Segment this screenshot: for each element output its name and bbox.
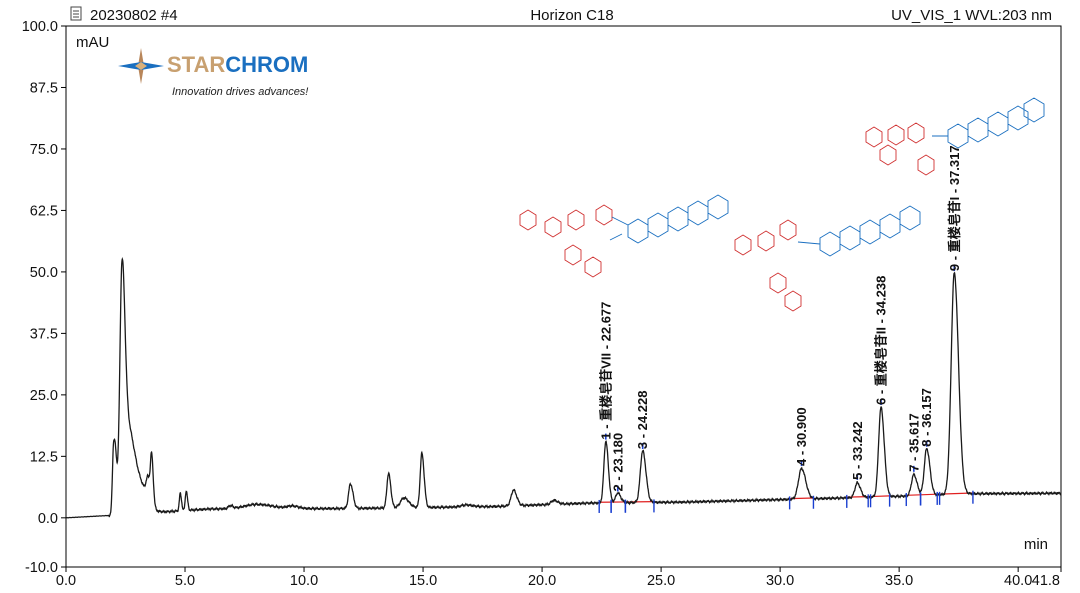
chromatogram-trace: [65, 256, 1062, 519]
logo-slogan: Innovation drives advances!: [172, 86, 308, 98]
x-tick-label: 15.0: [409, 573, 437, 589]
peak-label: 2 - 23.180: [610, 433, 625, 492]
y-tick-label: 37.5: [30, 326, 58, 342]
y-tick-label: 100.0: [22, 19, 58, 35]
y-tick-label: 62.5: [30, 203, 58, 219]
x-tick-label: 30.0: [766, 573, 794, 589]
logo-wordmark-chrom: CHROM: [225, 52, 308, 77]
y-tick-label: 75.0: [30, 142, 58, 158]
peak-label: 4 - 30.900: [794, 407, 809, 466]
header: 20230802 #4 Horizon C18 UV_VIS_1 WVL:203…: [70, 6, 1052, 24]
y-axis-unit: mAU: [76, 34, 109, 51]
x-tick-label: 35.0: [885, 573, 913, 589]
star-logo-icon: [118, 48, 164, 84]
x-tick-label: 5.0: [175, 573, 195, 589]
peak-label: 9 - 重楼皂苷I - 37.317: [947, 145, 962, 271]
peak-baseline: [920, 493, 938, 496]
y-tick-label: -10.0: [25, 560, 58, 576]
y-tick-label: 12.5: [30, 449, 58, 465]
x-tick-label: 0.0: [56, 573, 76, 589]
x-axis-unit: min: [1024, 536, 1048, 553]
structure-saponin-ii: [734, 205, 921, 312]
sample-name: 20230802 #4: [90, 7, 178, 24]
x-tick-label: 41.8: [1032, 573, 1060, 589]
peak-label: 1 - 重楼皂苷VII - 22.677: [598, 302, 613, 440]
x-tick-label: 40.0: [1004, 573, 1032, 589]
detector-info: UV_VIS_1 WVL:203 nm: [891, 7, 1052, 24]
peak-label: 5 - 33.242: [850, 421, 865, 480]
logo-wordmark-star: STAR: [167, 52, 225, 77]
x-tick-label: 25.0: [647, 573, 675, 589]
y-tick-label: 50.0: [30, 265, 58, 281]
x-tick-label: 20.0: [528, 573, 556, 589]
logo-wordmark: STARCHROM: [167, 52, 308, 77]
x-tick-label: 10.0: [290, 573, 318, 589]
y-tick-label: 25.0: [30, 388, 58, 404]
document-icon: [70, 6, 82, 21]
structure-saponin-i: [865, 97, 1045, 176]
plot-frame: [65, 25, 1062, 568]
marker-layer: [598, 265, 974, 513]
axes: 0.0 5.0 10.0 15.0 20.0 25.0 30.0 35.0 40.0 41.8 -1…: [22, 19, 1062, 589]
peak-label: 8 - 36.157: [919, 388, 934, 447]
structure-saponin-vii: [519, 194, 729, 278]
y-tick-label: 87.5: [30, 80, 58, 96]
peak-label: 7 - 35.617: [906, 413, 921, 472]
y-tick-label: 0.0: [38, 511, 58, 527]
peak-label: 6 - 重楼皂苷II - 34.238: [874, 276, 889, 405]
peak-label: 3 - 24.228: [635, 391, 650, 450]
starchrom-logo: STARCHROM Innovation drives advances!: [118, 48, 308, 98]
column-name: Horizon C18: [530, 7, 613, 24]
trace-layer: [65, 256, 1062, 519]
